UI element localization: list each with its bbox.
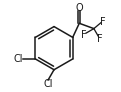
Text: F: F [81,30,86,40]
Text: F: F [97,34,102,44]
Text: F: F [100,17,105,27]
Text: O: O [76,3,83,13]
Text: Cl: Cl [43,79,53,89]
Text: Cl: Cl [13,54,23,64]
